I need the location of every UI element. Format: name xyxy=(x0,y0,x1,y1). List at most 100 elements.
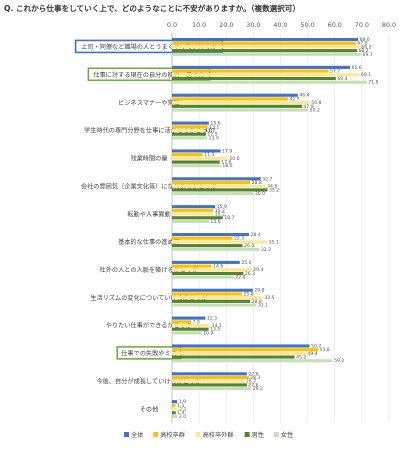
category-label: 社外の人との人脈を築けるかどうか xyxy=(100,266,199,274)
bar xyxy=(172,132,206,136)
bar xyxy=(172,192,254,196)
data-label: 46.4 xyxy=(299,93,309,99)
data-label: 32.2 xyxy=(261,247,271,253)
data-label: 50.2 xyxy=(310,107,320,113)
bar xyxy=(172,236,233,240)
bar xyxy=(172,379,245,383)
bar xyxy=(172,93,298,97)
legend-swatch xyxy=(273,432,279,437)
data-label: 28.8 xyxy=(252,180,262,186)
bar xyxy=(172,205,216,209)
data-label: 20.6 xyxy=(229,156,239,162)
data-label: 31.1 xyxy=(258,302,268,308)
bar xyxy=(172,403,176,407)
bar xyxy=(172,407,178,411)
bar xyxy=(172,383,247,387)
data-label: 28.4 xyxy=(251,232,261,238)
data-label: 25.0 xyxy=(241,260,251,266)
data-label: 60.4 xyxy=(337,76,347,82)
data-label: 71.8 xyxy=(368,80,378,86)
data-label: 69.2 xyxy=(361,44,371,50)
bar xyxy=(172,49,357,53)
data-label: 22.3 xyxy=(234,236,244,242)
bar xyxy=(172,411,176,415)
category-label: 上司・同僚など職場の人とうまくやっていけるか xyxy=(81,43,217,51)
data-label: 26.7 xyxy=(246,379,256,385)
legend-label: 高校卒外群 xyxy=(203,431,234,439)
data-label: 18.0 xyxy=(222,163,232,169)
data-label: 26.0 xyxy=(244,243,254,249)
data-label: 32.7 xyxy=(262,176,272,182)
bar xyxy=(172,271,244,276)
bars: 68.667.869.268.269.7 65.6 57.7 69.1 60.4 71.8… xyxy=(172,37,379,420)
bar xyxy=(172,216,223,220)
data-label: 35.2 xyxy=(269,187,279,193)
legend-swatch xyxy=(244,432,250,437)
bar xyxy=(172,212,214,216)
data-label: 15.2 xyxy=(215,212,225,218)
bar xyxy=(172,76,336,81)
category-label: 仕事に対する現在の自分の能力・スキル xyxy=(93,71,204,79)
data-label: 12.3 xyxy=(207,316,217,322)
data-label: 50.7 xyxy=(311,343,321,349)
category-label: 基本的な仕事の進め方 xyxy=(118,238,180,246)
legend-label: 全体 xyxy=(131,431,144,439)
bar xyxy=(172,125,208,129)
bar xyxy=(172,372,247,376)
data-label: 13.1 xyxy=(209,124,219,130)
data-label: 67.8 xyxy=(357,41,367,47)
bar xyxy=(172,260,240,264)
bar xyxy=(172,177,261,181)
category-label: ビジネスマナーや常識 xyxy=(118,99,180,107)
bar xyxy=(172,156,228,160)
data-label: 14.1 xyxy=(212,323,222,329)
bar xyxy=(172,240,268,244)
data-label: 2.0 xyxy=(179,414,186,420)
bar xyxy=(172,108,309,112)
bar xyxy=(172,128,204,133)
bar xyxy=(172,296,263,300)
x-tick-label: 50.0 xyxy=(301,21,315,29)
x-tick-label: 40.0 xyxy=(273,21,287,29)
bar xyxy=(172,268,252,272)
data-label: 14.6 xyxy=(213,264,223,270)
bar xyxy=(172,180,251,185)
data-label: 47.9 xyxy=(303,104,313,110)
data-label: 22.8 xyxy=(235,275,245,281)
data-label: 57.7 xyxy=(330,69,340,75)
bar xyxy=(172,121,209,125)
bar xyxy=(172,104,302,108)
category-label: 仕事での失敗やミス xyxy=(121,350,177,358)
bar xyxy=(172,73,360,77)
bar xyxy=(172,355,295,359)
data-label: 29.2 xyxy=(253,386,263,392)
bar xyxy=(172,292,242,296)
data-label: 13.6 xyxy=(210,121,220,127)
bar xyxy=(172,400,178,404)
data-label: 13.0 xyxy=(209,135,219,141)
data-label: 45.2 xyxy=(296,355,306,361)
bar xyxy=(172,247,260,251)
data-label: 69.7 xyxy=(363,52,373,58)
x-tick-label: 80.0 xyxy=(382,21,396,29)
bar xyxy=(172,303,257,307)
category-label: 転勤や人事異動 xyxy=(127,210,170,218)
x-tick-label: 60.0 xyxy=(328,21,342,29)
bar xyxy=(172,80,367,84)
data-label: 35.1 xyxy=(269,239,279,245)
bar xyxy=(172,52,362,56)
x-tick-label: 10.0 xyxy=(192,21,206,29)
bar xyxy=(172,164,221,168)
bar xyxy=(172,136,208,140)
data-label: 49.4 xyxy=(307,351,317,357)
data-label: 1.9 xyxy=(179,399,186,405)
data-label: 28.3 xyxy=(250,375,260,381)
chart-title: Q. これから仕事をしていく上で、どのようなことに不安がありますか。（複数選択可… xyxy=(4,3,300,13)
data-label: 68.6 xyxy=(360,37,370,43)
bar xyxy=(172,387,252,391)
grid xyxy=(171,33,390,423)
x-tick-label: 70.0 xyxy=(355,21,369,29)
bar xyxy=(172,244,243,248)
category-label: その他 xyxy=(140,405,159,413)
data-label: 17.9 xyxy=(222,148,232,154)
